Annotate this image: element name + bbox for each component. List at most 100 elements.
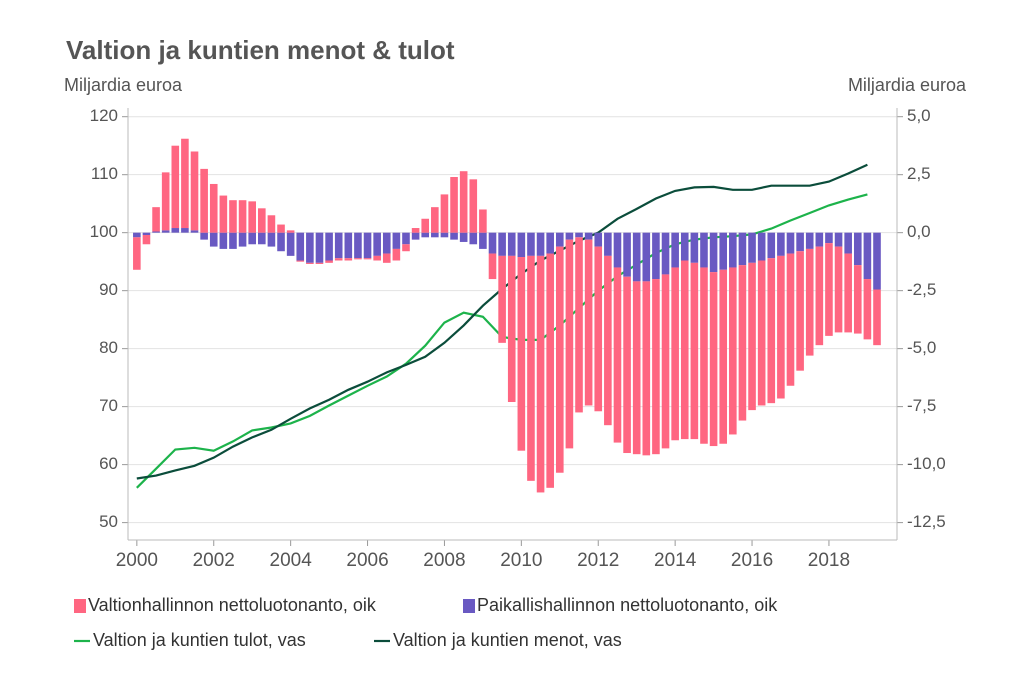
bar <box>738 265 747 421</box>
bar <box>709 272 718 447</box>
bar <box>248 232 256 245</box>
bar <box>363 232 372 259</box>
x-tick-label: 2018 <box>808 550 850 571</box>
bar <box>161 230 170 233</box>
bar <box>498 232 506 256</box>
bar <box>594 232 603 247</box>
bar <box>642 232 651 282</box>
bar <box>863 232 872 280</box>
y2-tick-label: -2,5 <box>907 280 936 299</box>
bar <box>805 248 814 356</box>
y2-tick-label: 5,0 <box>907 106 931 125</box>
bar <box>777 255 785 399</box>
bar <box>661 274 670 449</box>
bar <box>825 232 833 244</box>
bar <box>161 172 170 231</box>
y2-axis-label: Miljardia euroa <box>848 75 967 95</box>
bar <box>402 244 410 252</box>
bar <box>517 257 526 451</box>
bar <box>507 232 516 256</box>
bar <box>450 232 458 240</box>
bar <box>286 230 295 233</box>
bar <box>363 258 372 260</box>
bar <box>334 258 343 261</box>
x-tick-label: 2008 <box>423 550 465 571</box>
bar <box>286 232 295 256</box>
bar <box>729 232 737 268</box>
bar <box>873 289 881 346</box>
bar <box>604 232 612 256</box>
bar <box>853 265 862 334</box>
bar <box>604 255 612 426</box>
bar <box>315 232 324 263</box>
bar <box>834 232 843 247</box>
bar <box>133 237 141 270</box>
bar <box>757 232 766 261</box>
bar <box>738 232 747 266</box>
bar <box>344 258 353 261</box>
bar <box>488 253 497 280</box>
bar <box>498 255 506 343</box>
x-tick-label: 2002 <box>193 550 235 571</box>
y2-tick-label: 0,0 <box>907 222 931 241</box>
bar <box>700 232 708 268</box>
y-tick-label: 110 <box>91 164 118 183</box>
bar <box>325 232 333 261</box>
bar <box>565 232 574 240</box>
bar <box>190 151 199 231</box>
bar <box>805 232 814 249</box>
bar <box>469 179 478 233</box>
bar <box>661 232 670 275</box>
bar <box>209 183 218 233</box>
bar <box>632 232 641 282</box>
bar <box>459 232 468 242</box>
bar <box>748 262 756 411</box>
bar <box>238 232 247 247</box>
bar <box>258 208 266 233</box>
bar <box>258 232 266 245</box>
x-tick-label: 2000 <box>116 550 158 571</box>
bar <box>133 232 141 238</box>
bar <box>152 231 160 233</box>
bar <box>815 246 824 346</box>
x-tick-label: 2010 <box>500 550 542 571</box>
bar <box>565 239 574 449</box>
bar <box>306 232 314 263</box>
bar <box>277 232 285 252</box>
bar <box>450 177 458 233</box>
y2-tick-label: -5,0 <box>907 338 936 357</box>
bar <box>171 145 180 229</box>
bar <box>555 246 564 473</box>
bar <box>421 218 430 233</box>
bar <box>219 232 228 249</box>
bar <box>709 232 718 273</box>
bar <box>652 232 660 280</box>
bar <box>623 232 631 277</box>
bar <box>652 279 660 455</box>
x-tick-label: 2004 <box>270 550 313 571</box>
bar <box>382 253 391 263</box>
bar <box>536 232 545 256</box>
bar <box>488 232 497 254</box>
bar <box>315 262 324 264</box>
bar <box>623 276 631 454</box>
bar <box>479 232 487 249</box>
bar <box>680 260 689 440</box>
y2-tick-label: -10,0 <box>907 454 946 473</box>
bar <box>632 281 641 455</box>
bar <box>584 239 593 406</box>
y2-tick-label: -12,5 <box>907 512 946 531</box>
bar <box>536 255 545 493</box>
y-tick-label: 100 <box>90 222 118 241</box>
bar <box>209 232 218 247</box>
bar <box>575 232 583 238</box>
bar <box>431 232 439 238</box>
x-tick-label: 2016 <box>731 550 773 571</box>
bar <box>719 232 728 270</box>
x-tick-label: 2006 <box>346 550 388 571</box>
bar <box>786 253 795 386</box>
bar <box>267 215 276 233</box>
bar <box>392 248 401 261</box>
bar <box>748 232 756 263</box>
